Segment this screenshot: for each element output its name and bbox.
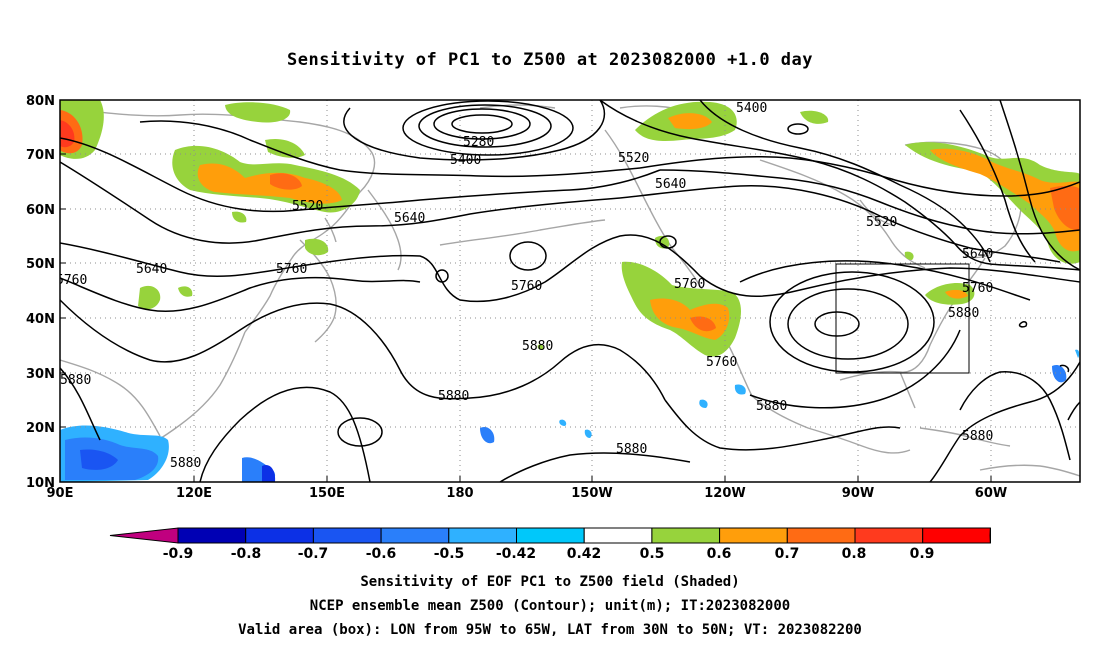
- contour-label: 5880: [756, 399, 787, 414]
- lon-tick-label: 150E: [309, 486, 345, 501]
- colorbar-swatch: [177, 527, 247, 544]
- colorbar-label: -0.6: [366, 546, 397, 562]
- colorbar-label: 0.7: [775, 546, 800, 562]
- contour-label: 5880: [962, 429, 993, 444]
- colorbar-swatch: [380, 527, 450, 544]
- contour-label: 5880: [60, 373, 91, 388]
- colorbar-swatch: [583, 527, 653, 544]
- valid-area-box: [835, 263, 970, 374]
- lon-tick-label: 60W: [975, 486, 1007, 501]
- lat-labels: 80N 70N 60N 50N 40N 30N 20N 10N: [26, 94, 55, 491]
- colorbar-label: 0.6: [707, 546, 732, 562]
- contour-label: 5400: [450, 153, 481, 168]
- contour-label: 5880: [616, 442, 647, 457]
- colorbar-swatch: [719, 527, 788, 544]
- plot-frame: [59, 99, 1081, 483]
- colorbar-swatch: [448, 527, 517, 544]
- colorbar-swatch: [312, 527, 382, 544]
- colorbar-label: 0.5: [640, 546, 665, 562]
- colorbar-label: -0.7: [298, 546, 329, 562]
- contour-label: 5760: [511, 279, 542, 294]
- contour-label: 5520: [866, 215, 897, 230]
- colorbar-swatch: [854, 527, 924, 544]
- lat-tick-label: 50N: [26, 257, 55, 272]
- coastlines: [60, 104, 1080, 482]
- lon-tick-label: 180: [446, 486, 473, 501]
- caption-line-3: Valid area (box): LON from 95W to 65W, L…: [238, 622, 862, 638]
- caption-line-1: Sensitivity of EOF PC1 to Z500 field (Sh…: [360, 574, 740, 590]
- lat-tick-label: 80N: [26, 94, 55, 109]
- contour-label: 5640: [655, 177, 686, 192]
- contour-label: 5520: [618, 151, 649, 166]
- contour-label: 5880: [522, 339, 553, 354]
- caption-line-2: NCEP ensemble mean Z500 (Contour); unit(…: [309, 598, 791, 614]
- contour-label: 5400: [736, 101, 767, 116]
- colorbar-label: -0.9: [163, 546, 194, 562]
- lon-tick-label: 150W: [571, 486, 612, 501]
- contour-label: 5640: [136, 262, 167, 277]
- contour-label: 5880: [438, 389, 469, 404]
- lat-tick-label: 70N: [26, 148, 55, 163]
- colorbar-swatch: [786, 527, 856, 544]
- contour-label: 5760: [674, 277, 705, 292]
- colorbar-label: 0.42: [567, 546, 602, 562]
- colorbar-swatch: [245, 527, 314, 544]
- lon-tick-label: 120E: [176, 486, 212, 501]
- contour-label: 5640: [962, 247, 993, 262]
- colorbar-label: 0.9: [910, 546, 935, 562]
- contour-label: 5760: [962, 281, 993, 296]
- colorbar-swatch: [516, 527, 585, 544]
- contour-label: 5520: [292, 199, 323, 214]
- colorbar-label: -0.42: [496, 546, 536, 562]
- colorbar-low-arrow: [109, 527, 179, 544]
- contour-labels: 5280 5400 5400 5520 5520 5520 5640 5640 …: [56, 101, 993, 471]
- colorbar: [109, 527, 991, 544]
- colorbar-label: 0.8: [842, 546, 867, 562]
- colorbar-label: -0.8: [231, 546, 262, 562]
- axis-ticks: [59, 99, 992, 483]
- lon-tick-label: 120W: [704, 486, 745, 501]
- z500-contours: [60, 100, 1080, 482]
- lon-tick-label: 90E: [47, 486, 74, 501]
- lat-tick-label: 10N: [26, 476, 55, 491]
- contour-label: 5880: [170, 456, 201, 471]
- lat-tick-label: 60N: [26, 203, 55, 218]
- lat-tick-label: 20N: [26, 421, 55, 436]
- colorbar-label: -0.5: [434, 546, 465, 562]
- sensitivity-shading: [60, 100, 1080, 482]
- contour-label: 5760: [706, 355, 737, 370]
- contour-label: 5280: [463, 135, 494, 150]
- contour-label: 5640: [394, 211, 425, 226]
- colorbar-labels: -0.9 -0.8 -0.7 -0.6 -0.5 -0.42 0.42 0.5 …: [163, 546, 935, 562]
- lon-labels: 90E 120E 150E 180 150W 120W 90W 60W: [47, 486, 1008, 501]
- lon-tick-label: 90W: [842, 486, 874, 501]
- contour-label: 5880: [948, 306, 979, 321]
- contour-label: 5760: [56, 273, 87, 288]
- map-title: Sensitivity of PC1 to Z500 at 2023082000…: [286, 50, 813, 70]
- contour-label: 5760: [276, 262, 307, 277]
- lat-tick-label: 40N: [26, 312, 55, 327]
- colorbar-swatch: [651, 527, 721, 544]
- lat-tick-label: 30N: [26, 367, 55, 382]
- colorbar-swatch: [922, 527, 991, 544]
